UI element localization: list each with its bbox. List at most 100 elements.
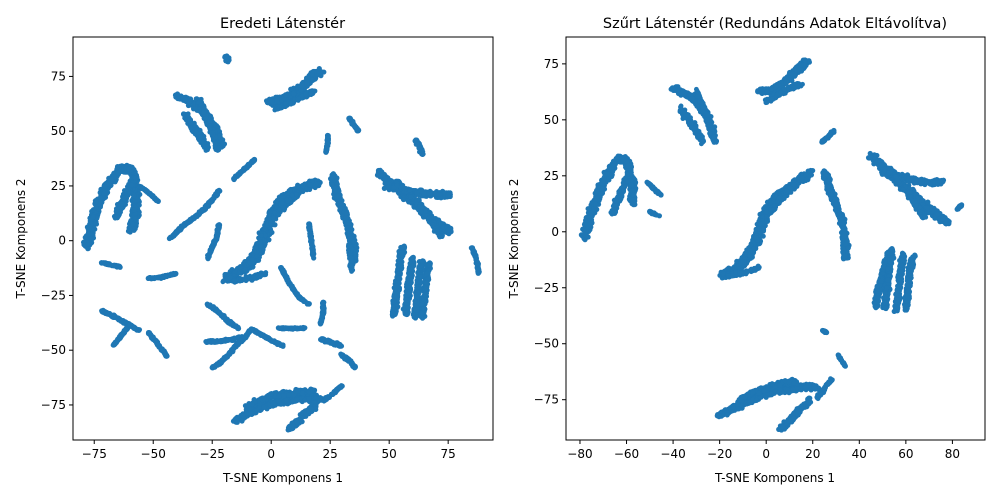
scatter-point	[315, 69, 321, 75]
scatter-point	[258, 273, 264, 278]
scatter-point	[207, 123, 212, 129]
scatter-point	[126, 166, 132, 172]
scatter-point	[291, 91, 297, 97]
scatter-point	[251, 275, 257, 281]
scatter-point	[329, 182, 335, 188]
scatter-point	[427, 191, 433, 197]
scatter-point	[307, 181, 313, 188]
scatter-point	[216, 145, 222, 151]
scatter-point	[418, 188, 424, 194]
scatter-point	[408, 194, 414, 200]
scatter-point	[121, 195, 127, 201]
scatter-point	[348, 255, 354, 261]
point-cluster	[80, 162, 143, 252]
scatter-point	[304, 80, 310, 86]
scatter-point	[86, 224, 93, 230]
scatter-point	[238, 265, 243, 271]
scatter-point	[132, 175, 138, 181]
point-cluster	[381, 181, 453, 201]
scatter-point	[419, 209, 424, 215]
scatter-point	[242, 267, 248, 273]
scatter-point	[198, 134, 203, 140]
scatter-point	[348, 226, 354, 232]
scatter-point	[258, 239, 263, 245]
scatter-point	[90, 214, 96, 220]
scatter-point	[251, 249, 257, 254]
scatter-point	[274, 98, 280, 104]
scatter-points	[80, 53, 482, 433]
point-cluster	[222, 53, 232, 65]
chart-title: Eredeti Látenstér	[220, 16, 345, 32]
scatter-point	[303, 92, 309, 98]
scatter-point	[258, 233, 264, 238]
scatter-point	[129, 182, 135, 188]
scatter-point	[119, 201, 125, 207]
scatter-point	[348, 263, 354, 269]
scatter-point	[115, 214, 120, 219]
scatter-point	[125, 228, 132, 234]
point-cluster	[412, 137, 426, 158]
scatter-point	[237, 278, 243, 284]
scatter-point	[330, 174, 336, 181]
scatter-point	[174, 91, 181, 97]
scatter-point	[247, 260, 253, 266]
scatter-point	[335, 193, 342, 199]
scatter-point	[136, 202, 142, 208]
scatter-point	[258, 243, 264, 249]
scatter-point	[93, 220, 99, 226]
scatter-point	[188, 121, 194, 127]
scatter-point	[400, 184, 406, 189]
point-cluster	[328, 171, 360, 265]
scatter-point	[224, 55, 230, 62]
scatter-point	[246, 275, 252, 280]
scatter-point	[232, 278, 238, 284]
scatter-point	[263, 233, 268, 239]
scatter-point	[114, 208, 119, 214]
scatter-point	[89, 236, 95, 242]
scatter-point	[115, 170, 121, 176]
scatter-point	[182, 97, 189, 103]
scatter-point	[380, 171, 386, 178]
scatter-point	[268, 220, 274, 226]
scatter-point	[313, 181, 319, 188]
scatter-point	[114, 163, 121, 170]
scatter-point	[294, 192, 299, 198]
scatter-point	[209, 130, 215, 135]
scatter-point	[80, 239, 87, 245]
scatter-point	[413, 137, 419, 143]
scatter-point	[385, 184, 392, 190]
scatter-point	[102, 183, 108, 190]
scatter-point	[309, 71, 315, 77]
scatter-point	[101, 190, 107, 196]
scatter-point	[272, 210, 278, 215]
scatter-point	[181, 112, 186, 117]
scatter-point	[207, 119, 213, 124]
scatter-point	[271, 215, 276, 221]
scatter-point	[201, 110, 207, 115]
scatter-point	[415, 141, 420, 147]
scatter-point	[307, 186, 313, 192]
scatter-point	[280, 205, 286, 210]
scatter-point	[310, 77, 316, 83]
scatter-point	[445, 227, 451, 233]
scatter-point	[262, 226, 268, 232]
scatter-point	[85, 245, 91, 251]
scatter-point	[436, 191, 442, 197]
scatter-point	[127, 190, 132, 195]
scatter-point	[279, 200, 285, 206]
scatter-point	[332, 188, 339, 194]
scatter-point	[289, 192, 295, 198]
scatter-point	[426, 215, 432, 221]
scatter-point	[285, 198, 291, 204]
scatter-point	[282, 92, 289, 98]
chart-original-latent-space: Eredeti Látenstér −75 −50 −25 0 25 50 75 −75−5…	[14, 16, 494, 485]
scatter-point	[131, 207, 138, 213]
scatter-point	[269, 99, 275, 105]
scatter-point	[188, 125, 194, 131]
scatter-point	[343, 210, 350, 217]
scatter-point	[109, 176, 115, 182]
scatter-point	[212, 140, 218, 146]
scatter-point	[204, 144, 210, 150]
scatter-point	[407, 187, 413, 193]
scatter-point	[419, 205, 425, 211]
